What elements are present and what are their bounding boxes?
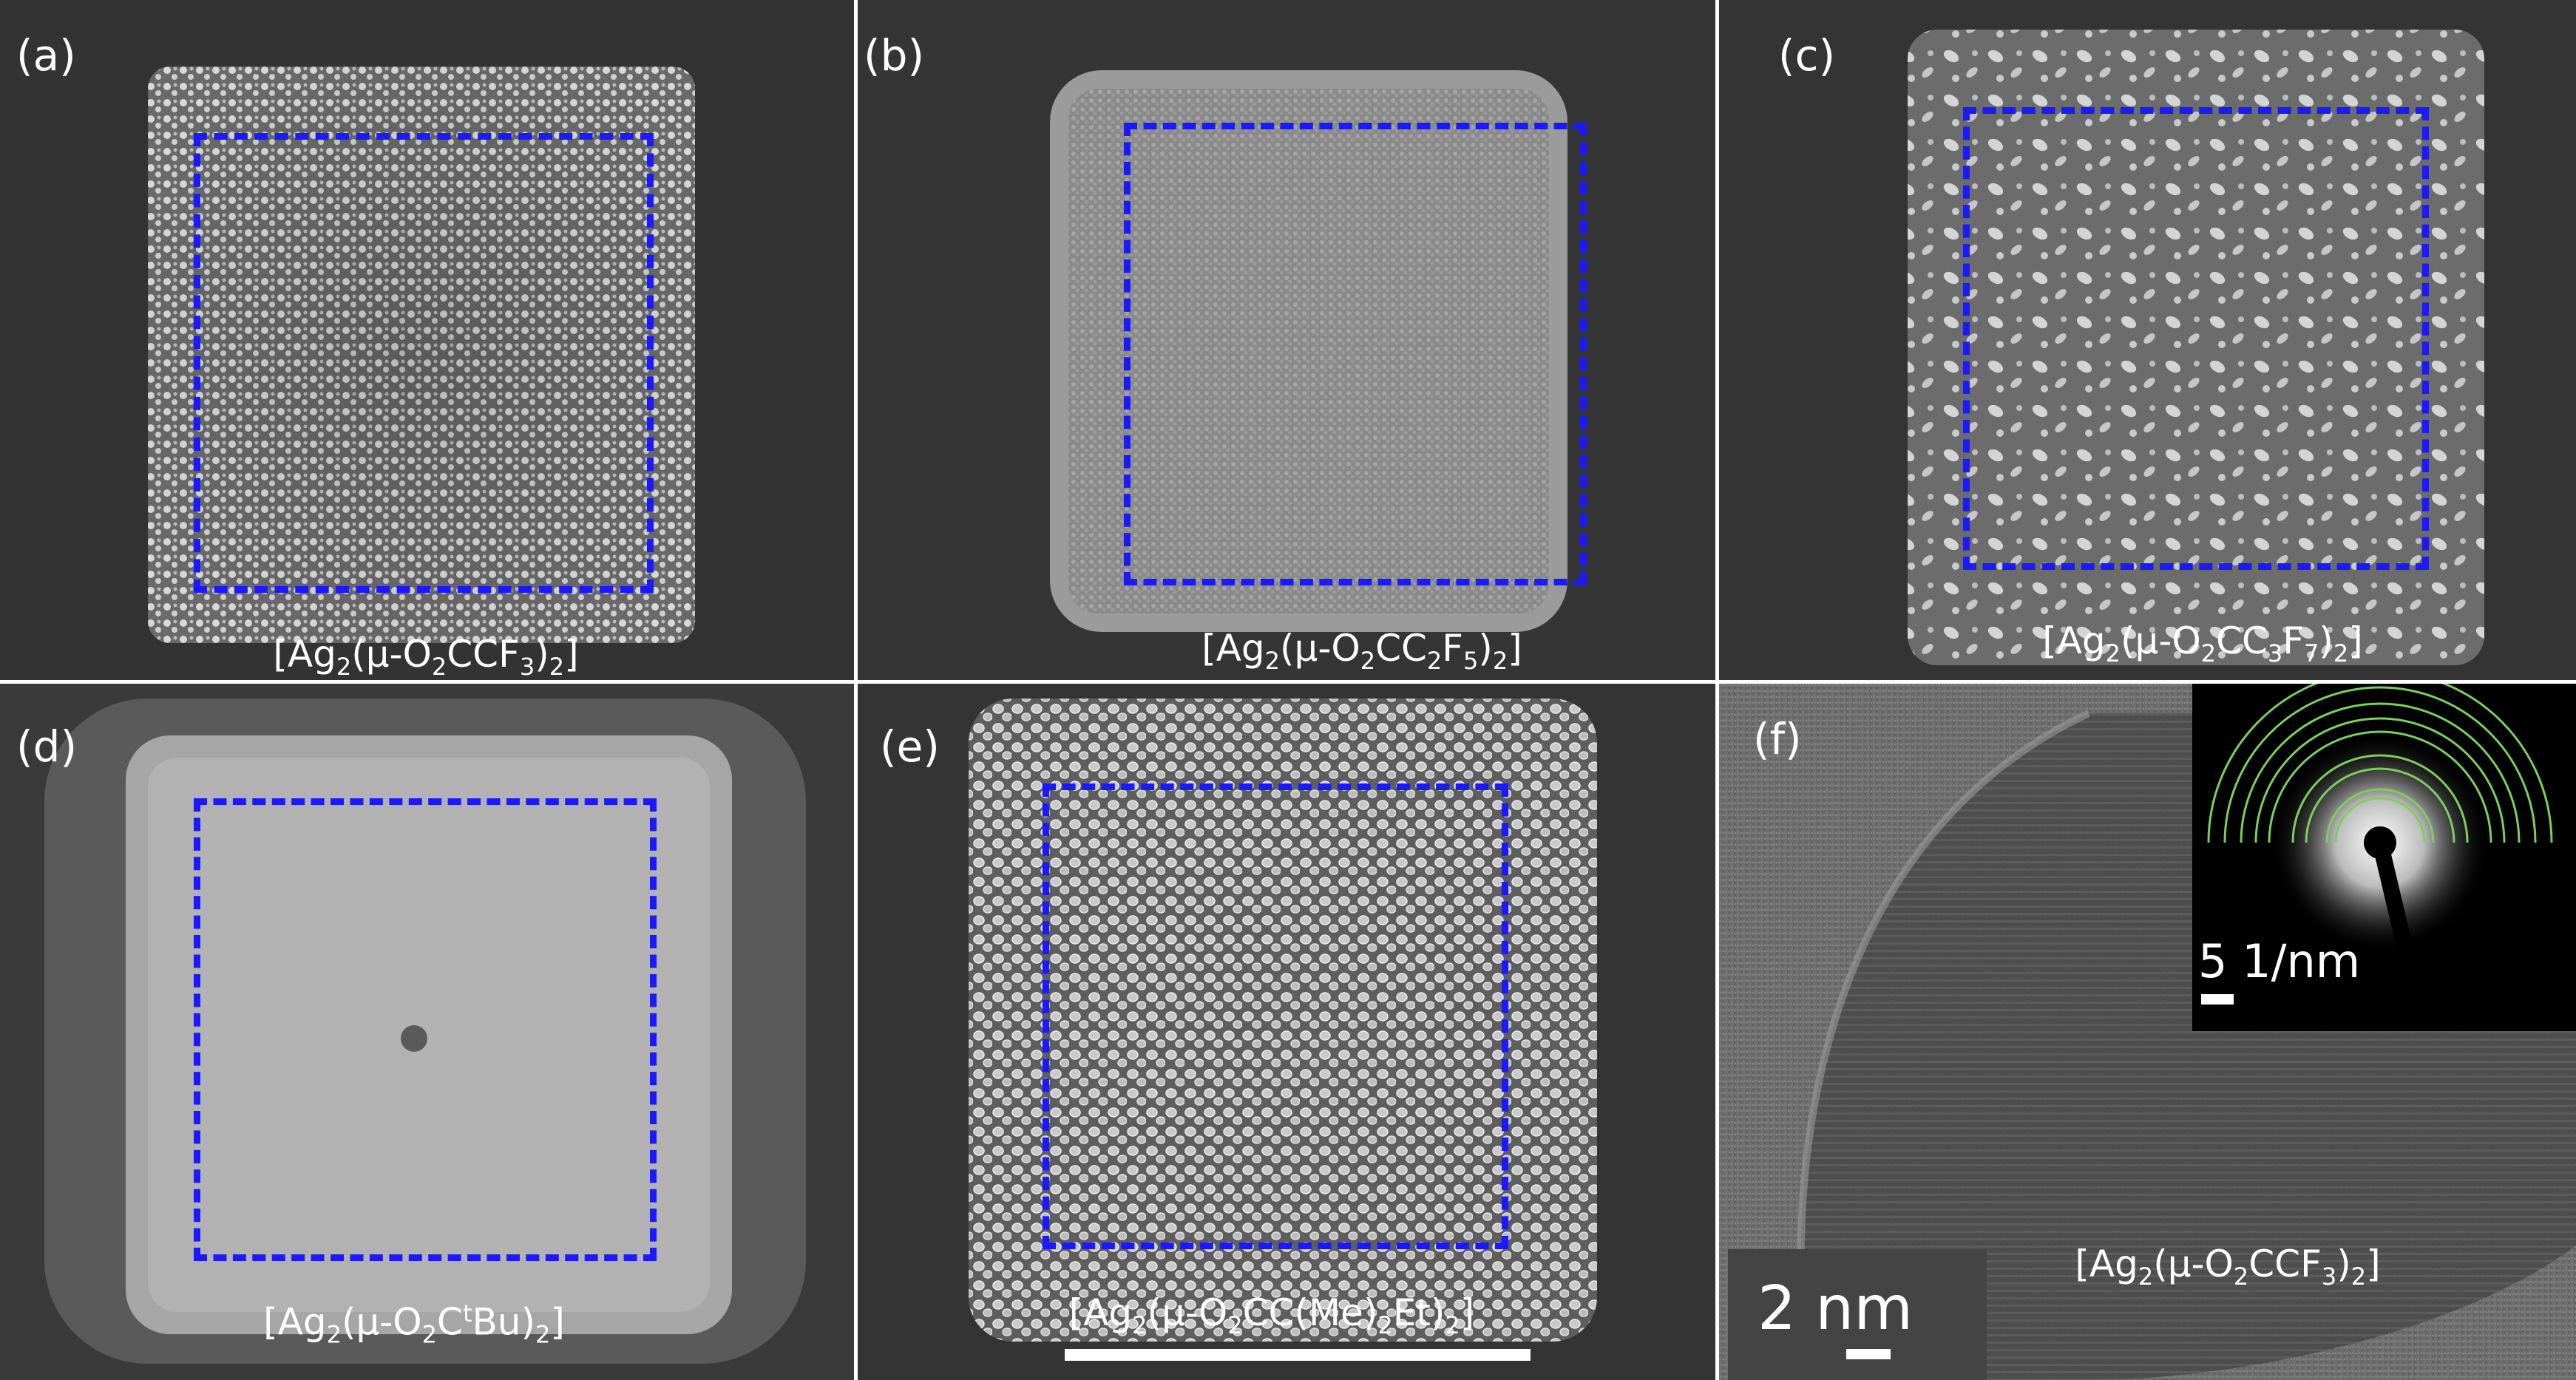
- panel-label: (b): [864, 30, 925, 81]
- sem-image-d: [0, 684, 854, 1380]
- tem-scale-box: 2 nm: [1728, 1249, 1987, 1380]
- selection-box: [1963, 107, 2429, 570]
- selection-box: [1043, 784, 1508, 1249]
- panel-f: (f): [1719, 684, 2576, 1380]
- diffraction-pattern-inset: 5 1/nm: [2192, 684, 2576, 1031]
- panel-label: (e): [880, 721, 940, 772]
- compound-caption: [Ag2(μ-O2CC2F5)2]: [1201, 627, 1522, 675]
- diffraction-scale-bar: [2201, 994, 2234, 1005]
- panel-c: (c) [Ag2(μ-O2CC3F7)2]: [1719, 0, 2576, 680]
- selection-box: [194, 798, 657, 1261]
- sem-image-a: [0, 0, 854, 680]
- panel-label: (f): [1753, 714, 1802, 764]
- tem-scale-label: 2 nm: [1758, 1274, 1914, 1344]
- panel-label: (c): [1778, 30, 1836, 81]
- selection-box: [1124, 123, 1587, 585]
- compound-caption: [Ag2(μ-O2CC3F7)2]: [2042, 619, 2363, 667]
- panel-e: (e) [Ag2(μ-O2CC(Me)2Et)2]: [858, 684, 1715, 1380]
- selection-box: [194, 133, 654, 593]
- panel-label: (d): [16, 721, 78, 772]
- panel-a: (a) [Ag2(μ-O2CCF3)2]: [0, 0, 854, 680]
- panel-label: (a): [16, 30, 76, 81]
- diffraction-scale-label: 5 1/nm: [2198, 934, 2361, 988]
- sem-image-b: [858, 0, 1715, 680]
- compound-caption: [Ag2(μ-O2CtBu)2]: [263, 1299, 565, 1349]
- sem-image-e: [858, 684, 1715, 1380]
- scale-bar-e: [1065, 1349, 1531, 1361]
- compound-caption: [Ag2(μ-O2CC(Me)2Et)2]: [1068, 1291, 1475, 1339]
- panel-d: (d) [Ag2(μ-O2CtBu)2]: [0, 684, 854, 1380]
- tem-scale-bar: [1846, 1349, 1891, 1359]
- diffraction-rings: [2207, 684, 2553, 1026]
- compound-caption: [Ag2(μ-O2CCF3)2]: [2075, 1243, 2381, 1291]
- panel-b: (b) [Ag2(μ-O2CC2F5)2]: [858, 0, 1715, 680]
- compound-caption: [Ag2(μ-O2CCF3)2]: [273, 633, 579, 680]
